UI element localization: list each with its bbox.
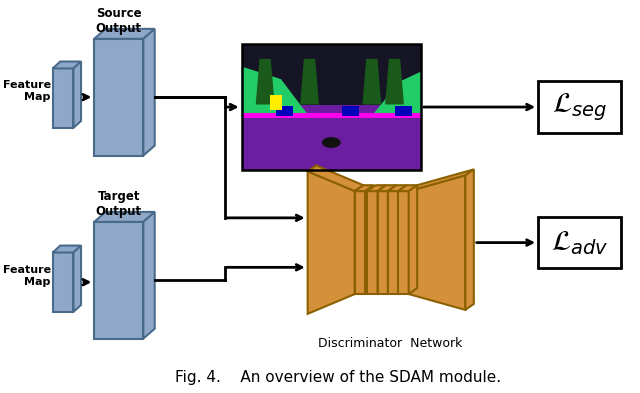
Text: Feature
Map: Feature Map (3, 265, 51, 287)
Polygon shape (308, 171, 355, 314)
Bar (342, 106, 358, 116)
Bar (241, 114, 421, 118)
Polygon shape (362, 59, 381, 105)
Polygon shape (52, 252, 74, 312)
Polygon shape (409, 185, 417, 294)
Bar (538, 217, 621, 268)
Polygon shape (143, 212, 155, 339)
Polygon shape (94, 39, 143, 156)
Text: $\mathcal{L}_{adv}$: $\mathcal{L}_{adv}$ (551, 229, 609, 257)
Polygon shape (409, 175, 465, 310)
Polygon shape (94, 212, 155, 222)
Text: Target
Output: Target Output (96, 190, 142, 218)
Polygon shape (143, 29, 155, 156)
Polygon shape (241, 66, 310, 117)
Polygon shape (371, 72, 421, 117)
Polygon shape (355, 185, 364, 294)
Polygon shape (74, 246, 81, 312)
Bar (241, 44, 421, 170)
Polygon shape (52, 246, 81, 252)
Bar (538, 81, 621, 133)
Text: Fig. 4.    An overview of the SDAM module.: Fig. 4. An overview of the SDAM module. (175, 370, 501, 385)
Polygon shape (94, 29, 155, 39)
Polygon shape (378, 185, 386, 294)
Polygon shape (378, 185, 396, 191)
Polygon shape (388, 185, 396, 294)
Polygon shape (378, 191, 388, 294)
Polygon shape (308, 165, 364, 191)
Text: Source
Output: Source Output (96, 7, 142, 35)
Polygon shape (355, 185, 374, 191)
Polygon shape (398, 185, 417, 191)
Polygon shape (409, 169, 474, 191)
Polygon shape (94, 222, 143, 339)
Text: Discriminator  Network: Discriminator Network (317, 337, 462, 350)
Text: $\mathcal{L}_{seg}$: $\mathcal{L}_{seg}$ (552, 91, 607, 123)
Bar (241, 44, 421, 105)
Polygon shape (355, 191, 365, 294)
Polygon shape (74, 62, 81, 128)
Polygon shape (465, 169, 474, 310)
Bar (241, 44, 421, 170)
Polygon shape (256, 59, 275, 105)
Polygon shape (52, 62, 81, 68)
Bar (396, 106, 412, 116)
Polygon shape (385, 59, 404, 105)
Polygon shape (365, 185, 374, 294)
Polygon shape (398, 191, 409, 294)
Polygon shape (300, 59, 319, 105)
Text: Feature
Map: Feature Map (3, 81, 51, 102)
Polygon shape (398, 185, 407, 294)
Polygon shape (388, 191, 398, 294)
Bar (270, 95, 282, 110)
Ellipse shape (322, 137, 340, 148)
Polygon shape (388, 185, 407, 191)
Polygon shape (52, 68, 74, 128)
Bar (276, 106, 292, 116)
Polygon shape (367, 185, 386, 191)
Polygon shape (367, 191, 378, 294)
